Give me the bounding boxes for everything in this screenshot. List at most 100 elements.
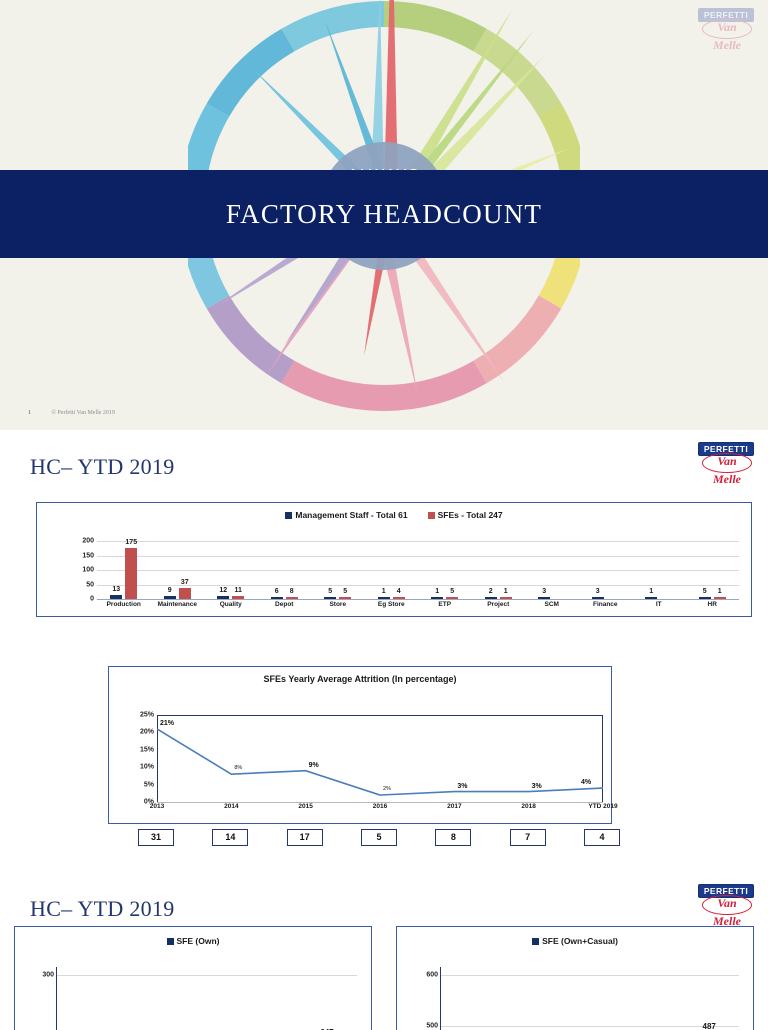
x-axis-line	[97, 599, 739, 600]
bar-value-label: 13	[112, 586, 121, 594]
y-axis-tick: 600	[426, 971, 438, 979]
bar-value-label: 5	[450, 588, 455, 596]
x-axis-label: 2013	[149, 803, 165, 810]
slide-separator	[0, 430, 768, 436]
attrition-line-series	[157, 728, 603, 796]
legend-label: SFE (Own)	[176, 936, 220, 946]
legend-swatch-icon	[166, 938, 174, 945]
x-axis-label: Quality	[219, 601, 242, 608]
attrition-count-boxes: 31 14 17 5 8 7 4	[108, 829, 620, 849]
chart-plot-area: 150200250300191207225243247	[42, 967, 357, 1030]
bar	[392, 597, 405, 599]
slide-number: 1	[28, 410, 31, 416]
bar	[178, 588, 191, 599]
attrition-count-box: 31	[138, 829, 174, 846]
gridline	[441, 1026, 739, 1028]
bar-value-label: 487	[702, 1022, 716, 1030]
bar-value-label: 1	[503, 588, 508, 596]
bar-value-label: 2	[488, 588, 493, 596]
bar-value-label: 5	[328, 588, 333, 596]
bar	[377, 597, 390, 599]
bar	[163, 596, 176, 599]
chart-plot-area: 0% 5% 10% 15% 20% 25% 21% 8% 9% 2% 3% 3% 4% 2013 2014 2…	[140, 712, 618, 811]
chart-legend: SFE (Own+Casual)	[397, 936, 753, 946]
logo-script: Van Melle	[713, 454, 741, 486]
hc-ytd-slide-2: HC– YTD 2019 PERFETTI Van Melle SFE (Own…	[0, 878, 768, 1030]
gridline	[97, 541, 739, 542]
bar-value-label: 12	[219, 586, 228, 594]
bar	[645, 597, 658, 599]
logo-script: Van Melle	[713, 20, 741, 52]
bar-value-label: 3	[542, 588, 547, 596]
legend-item: SFE (Own)	[166, 936, 220, 946]
x-axis-label: 2015	[298, 803, 313, 810]
chart-legend: Management Staff - Total 61 SFEs - Total …	[37, 510, 751, 520]
bar-value-label: 5	[343, 588, 348, 596]
axis-line	[602, 715, 603, 802]
y-axis-tick: 25%	[139, 711, 154, 719]
bar-value-label: 6	[274, 588, 279, 596]
data-point-label: 21%	[160, 719, 175, 727]
logo-script: Van Melle	[713, 896, 741, 928]
x-axis-label: Eg Store	[377, 601, 405, 608]
x-axis-label: Store	[329, 601, 347, 608]
x-axis-label: Maintenance	[157, 601, 197, 608]
bar-value-label: 11	[234, 586, 242, 594]
slide-separator	[0, 872, 768, 878]
attrition-count-box: 5	[361, 829, 397, 846]
logo-oval-icon	[702, 19, 752, 39]
slide-footer: 1 © Perfetti Van Melle 2019	[28, 410, 115, 416]
legend-swatch-icon	[427, 512, 435, 519]
x-axis-label: 2016	[372, 803, 388, 810]
data-point-label: 8%	[234, 765, 243, 772]
bar-value-label: 3	[595, 588, 600, 596]
y-axis-tick: 15%	[139, 746, 154, 754]
perfetti-van-melle-logo: PERFETTI Van Melle	[694, 6, 756, 52]
title-slide: ALWAYS CAN DO FACTORY HEADCOUNT 1 © Perf…	[0, 0, 768, 430]
bar-value-label: 175	[125, 539, 138, 547]
x-axis-label: Production	[106, 601, 141, 608]
bar-value-label: 1	[381, 588, 386, 596]
bar	[499, 597, 512, 599]
bar-value-label: 5	[702, 588, 707, 596]
gridline	[57, 975, 357, 976]
data-point-label: 2%	[383, 786, 391, 793]
bar	[339, 597, 352, 599]
axis-line	[157, 715, 603, 716]
bar-value-label: 9	[167, 587, 172, 595]
x-axis-label: Finance	[592, 601, 618, 608]
bar	[698, 597, 711, 599]
chart-plot-area: 300400500600415403421435487	[426, 967, 739, 1030]
logo-oval-icon	[702, 895, 752, 915]
page-title: HC– YTD 2019	[30, 896, 175, 921]
chart-legend: SFE (Own)	[15, 936, 371, 946]
gridline	[97, 584, 739, 586]
sfe-attrition-chart: SFEs Yearly Average Attrition (In percen…	[108, 666, 618, 824]
data-point-label: 3%	[531, 782, 542, 790]
bar-value-label: 1	[435, 588, 440, 596]
chart-title: SFEs Yearly Average Attrition (In percen…	[263, 674, 457, 684]
y-axis-tick: 50	[86, 581, 94, 588]
y-axis-line	[440, 967, 441, 1030]
legend-swatch-icon	[285, 512, 293, 519]
x-axis-label: 2014	[224, 803, 239, 810]
gridline	[97, 570, 739, 571]
bar	[270, 597, 283, 599]
attrition-count-box: 7	[509, 829, 546, 846]
page-title: HC– YTD 2019	[30, 454, 175, 479]
y-axis-line	[56, 967, 57, 1030]
perfetti-van-melle-logo: PERFETTI Van Melle	[694, 440, 756, 486]
axis-line	[157, 715, 158, 802]
hc-ytd-slide-1: HC– YTD 2019 PERFETTI Van Melle Manageme…	[0, 436, 768, 872]
y-axis-tick: 20%	[139, 728, 154, 736]
attrition-count-box: 17	[286, 829, 323, 846]
x-axis-label: HR	[707, 601, 717, 608]
x-axis-line	[157, 802, 603, 803]
y-axis-tick: 5%	[143, 781, 154, 789]
x-axis-label: SCM	[544, 601, 559, 608]
attrition-count-box: 14	[212, 829, 249, 846]
bar	[538, 597, 551, 599]
sfe-own-chart: SFE (Own) 150200250300191207225243247	[14, 926, 372, 1030]
y-axis-tick: 200	[82, 537, 94, 545]
bar	[484, 597, 497, 599]
